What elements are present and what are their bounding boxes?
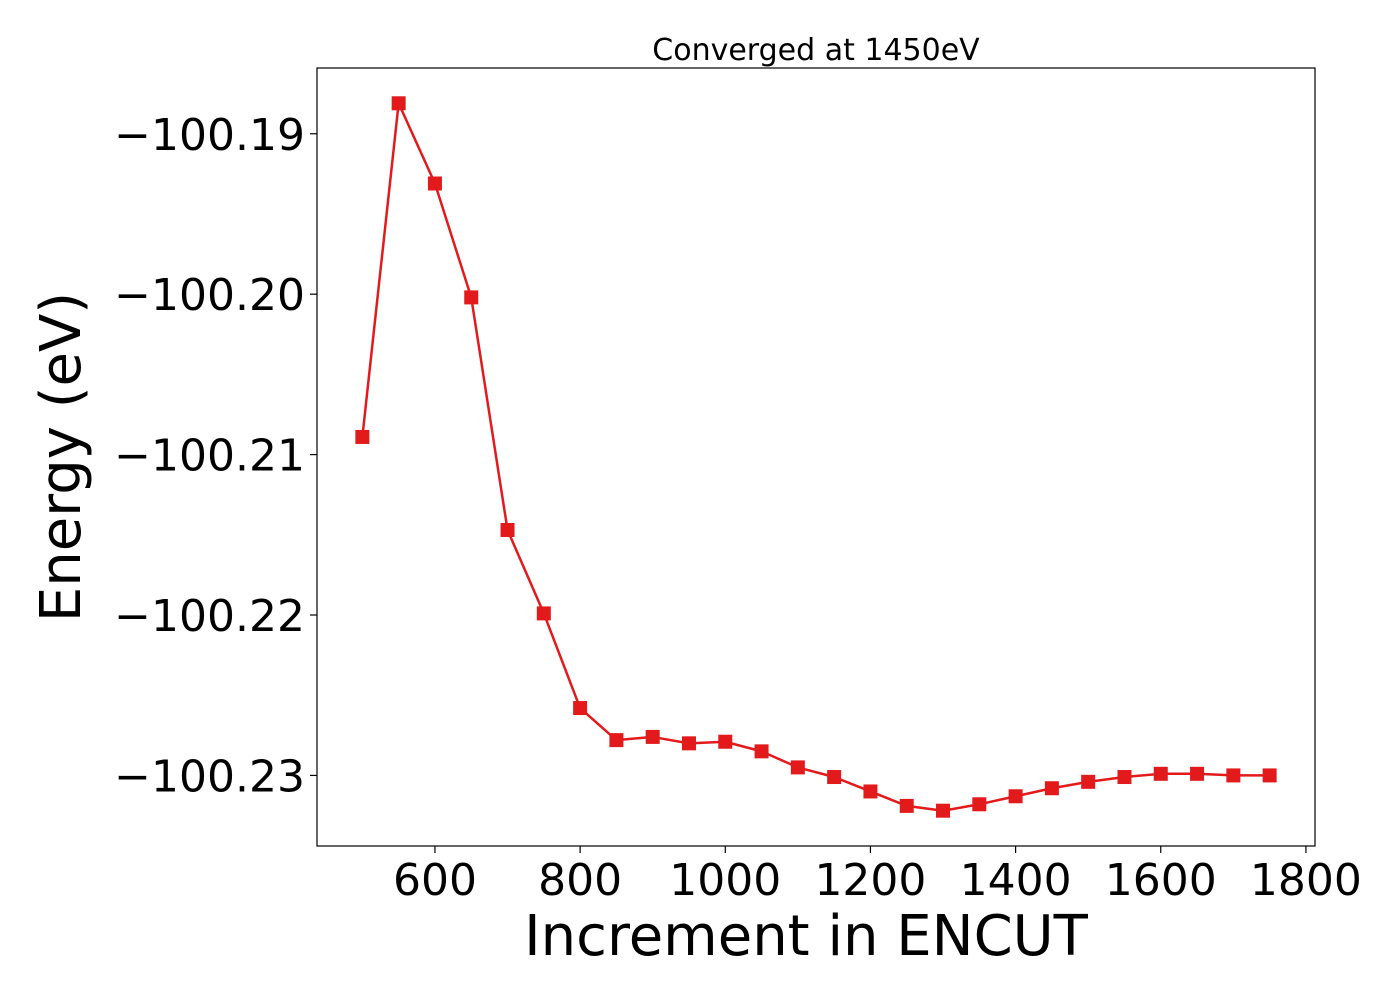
data-point-marker [573,701,588,716]
data-point-marker [1008,789,1023,804]
y-tick-label: −100.20 [114,270,305,321]
x-axis-label: Increment in ENCUT [524,904,1089,969]
x-tick-label: 1200 [814,855,926,906]
x-tick-label: 1000 [669,855,781,906]
data-point-marker [536,606,551,621]
data-point-marker [827,770,842,785]
y-axis-label: Energy (eV) [29,292,94,622]
data-point-marker [936,803,951,818]
y-axis: −100.19 −100.20 −100.21 −100.22 −100.23 [114,110,317,802]
data-point-marker [1117,770,1132,785]
data-point-marker [718,734,733,749]
data-point-marker [972,797,987,812]
data-point-marker [609,733,624,748]
y-tick-label: −100.22 [114,591,305,642]
x-tick-label: 1600 [1105,855,1217,906]
data-point-marker [1262,768,1277,783]
x-tick-label: 1800 [1250,855,1362,906]
data-point-marker [1044,781,1059,796]
data-point-marker [1190,766,1205,781]
data-point-marker [500,522,515,537]
data-point-marker [464,290,479,305]
x-tick-label: 800 [538,855,622,906]
x-tick-label: 600 [393,855,477,906]
data-point-marker [427,176,442,191]
data-point-marker [790,760,805,775]
chart-title: Converged at 1450eV [652,33,980,68]
data-point-marker [863,784,878,799]
plot-area [316,67,1316,847]
data-point-marker [899,798,914,813]
data-point-marker [1153,766,1168,781]
y-tick-label: −100.23 [114,751,305,802]
y-tick-label: −100.21 [114,431,305,482]
data-point-marker [355,429,370,444]
data-point-marker [1081,774,1096,789]
x-axis: 600 800 1000 1200 1400 1600 1800 [393,846,1362,906]
plot-area-border [316,67,1316,847]
x-tick-label: 1400 [960,855,1072,906]
series-layer [355,96,1277,818]
data-point-marker [754,744,769,759]
data-point-marker [391,96,406,111]
data-point-marker [681,736,696,751]
y-tick-label: −100.19 [114,110,305,161]
data-point-marker [645,729,660,744]
data-point-marker [1226,768,1241,783]
